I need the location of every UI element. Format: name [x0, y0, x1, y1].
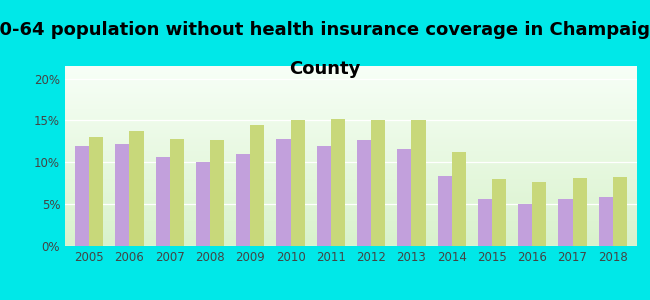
Bar: [478, 199, 492, 246]
Bar: [276, 139, 291, 246]
Bar: [518, 204, 532, 246]
Bar: [129, 131, 144, 246]
Bar: [331, 119, 345, 246]
Bar: [613, 177, 627, 246]
Bar: [397, 149, 411, 246]
Bar: [317, 146, 331, 246]
Bar: [210, 140, 224, 246]
Bar: [532, 182, 547, 246]
Bar: [236, 154, 250, 246]
Bar: [196, 162, 210, 246]
Bar: [89, 137, 103, 246]
Bar: [411, 120, 426, 246]
Bar: [492, 179, 506, 246]
Bar: [75, 146, 89, 246]
Bar: [155, 157, 170, 246]
Bar: [371, 120, 385, 246]
Text: 40-64 population without health insurance coverage in Champaign: 40-64 population without health insuranc…: [0, 21, 650, 39]
Text: County: County: [289, 60, 361, 78]
Bar: [573, 178, 587, 246]
Bar: [599, 196, 613, 246]
Bar: [452, 152, 466, 246]
Bar: [558, 199, 573, 246]
Bar: [170, 139, 184, 246]
Bar: [115, 144, 129, 246]
Bar: [250, 125, 265, 246]
Bar: [357, 140, 371, 246]
Bar: [291, 120, 305, 246]
Bar: [437, 176, 452, 246]
